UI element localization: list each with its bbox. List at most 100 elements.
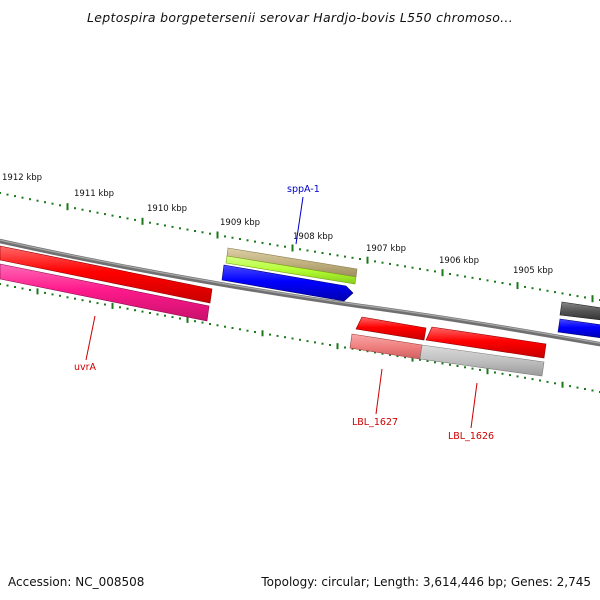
scale-minor-tick — [74, 207, 76, 210]
scale-minor-tick — [306, 249, 309, 252]
scale-minor-tick — [456, 365, 459, 367]
label-leader-uvrA — [85, 315, 96, 361]
gene-pink-feature — [0, 263, 210, 322]
scale-minor-tick — [261, 241, 264, 244]
scale-minor-tick — [21, 196, 24, 199]
scale-minor-tick — [524, 376, 526, 379]
scale-minor-tick — [546, 380, 549, 383]
scale-minor-tick — [29, 198, 31, 201]
scale-minor-tick — [44, 201, 46, 204]
scale-minor-tick — [464, 366, 466, 369]
scale-minor-tick — [0, 192, 1, 194]
scale-minor-tick — [186, 228, 189, 231]
gene-sppA-1-cds[interactable] — [221, 264, 354, 302]
scale-minor-tick — [456, 274, 459, 277]
scale-minor-tick — [576, 295, 579, 298]
scale-minor-tick — [51, 293, 54, 296]
scale-minor-tick — [539, 288, 541, 291]
scale-minor-tick — [104, 213, 106, 216]
scale-minor-tick — [171, 316, 174, 319]
scale-minor-tick — [59, 294, 61, 297]
gene-lime-feature — [225, 255, 357, 285]
scale-minor-tick — [486, 279, 489, 282]
scale-minor-tick — [374, 260, 376, 263]
scale-major-tick — [36, 288, 39, 295]
scale-minor-tick — [74, 297, 76, 300]
scale-minor-tick — [314, 341, 316, 344]
scale-major-tick — [486, 368, 489, 375]
scale-minor-tick — [36, 199, 39, 202]
scale-minor-tick — [359, 258, 361, 260]
gene-lightgray-feature — [419, 344, 545, 377]
scale-minor-tick — [366, 350, 369, 353]
scale-minor-tick — [89, 210, 91, 213]
scale-minor-tick — [216, 324, 219, 327]
scale-minor-tick — [179, 227, 181, 230]
scale-minor-tick — [209, 323, 211, 325]
scale-minor-tick — [66, 296, 69, 299]
gene-label-sppA-1[interactable]: sppA-1 — [287, 184, 320, 195]
scale-minor-tick — [119, 216, 121, 218]
scale-minor-tick — [299, 248, 301, 251]
scale-minor-tick — [239, 238, 241, 240]
scale-minor-tick — [96, 211, 99, 214]
scale-minor-tick — [269, 333, 271, 336]
topology-summary-text: Topology: circular; Length: 3,614,446 bp… — [260, 575, 591, 589]
scale-minor-tick — [539, 379, 541, 382]
scale-minor-tick — [351, 347, 354, 350]
scale-minor-tick — [59, 204, 61, 207]
scale-minor-tick — [389, 262, 391, 265]
scale-minor-tick — [501, 372, 504, 375]
scale-minor-tick — [171, 225, 174, 228]
scale-minor-tick — [321, 342, 324, 345]
scale-minor-tick — [89, 300, 91, 303]
label-leader-sppA-1 — [295, 196, 304, 245]
scale-label-1905: 1905 kbp — [513, 266, 553, 276]
scale-minor-tick — [351, 256, 354, 259]
scale-major-tick — [411, 355, 414, 362]
scale-major-tick — [111, 302, 114, 309]
scale-major-tick — [186, 316, 189, 323]
scale-major-tick — [591, 295, 594, 303]
scale-label-1907: 1907 kbp — [366, 244, 406, 254]
scale-minor-tick — [201, 321, 204, 324]
scale-minor-tick — [126, 307, 129, 310]
scale-minor-tick — [194, 230, 196, 232]
scale-minor-tick — [119, 306, 121, 309]
gene-LBL_1627-cds[interactable] — [355, 316, 427, 341]
gene-label-LBL_1626[interactable]: LBL_1626 — [448, 431, 494, 442]
gene-label-LBL_1627[interactable]: LBL_1627 — [352, 417, 398, 428]
map-title: Leptospira borgpetersenii serovar Hardjo… — [87, 10, 513, 25]
scale-minor-tick — [284, 336, 286, 339]
scale-major-tick — [141, 217, 144, 225]
scale-minor-tick — [239, 328, 241, 331]
scale-minor-tick — [44, 291, 46, 294]
scale-minor-tick — [299, 338, 301, 341]
scale-minor-tick — [374, 351, 376, 354]
scale-label-1909: 1909 kbp — [220, 218, 260, 228]
scale-minor-tick — [6, 193, 9, 196]
scale-minor-tick — [329, 253, 331, 256]
scale-minor-tick — [389, 353, 391, 356]
scale-minor-tick — [104, 303, 106, 306]
scale-minor-tick — [156, 223, 159, 226]
scale-minor-tick — [81, 208, 84, 211]
scale-minor-tick — [209, 232, 211, 235]
scale-minor-tick — [111, 214, 114, 217]
scale-minor-tick — [254, 240, 256, 243]
scale-minor-tick — [134, 309, 136, 312]
scale-minor-tick — [569, 385, 571, 388]
scale-minor-tick — [449, 273, 451, 275]
scale-label-1911: 1911 kbp — [74, 189, 114, 199]
gene-LBL_1626-cds[interactable] — [425, 326, 547, 359]
scale-minor-tick — [404, 356, 406, 359]
scale-label-1906: 1906 kbp — [439, 256, 479, 266]
accession-text: Accession: NC_008508 — [8, 575, 144, 589]
scale-label-1908: 1908 kbp — [293, 232, 333, 242]
gene-uvrA-cds[interactable] — [0, 245, 213, 304]
scale-minor-tick — [546, 289, 549, 292]
scale-minor-tick — [194, 320, 196, 323]
gene-label-uvrA[interactable]: uvrA — [74, 362, 97, 373]
scale-minor-tick — [396, 264, 399, 267]
